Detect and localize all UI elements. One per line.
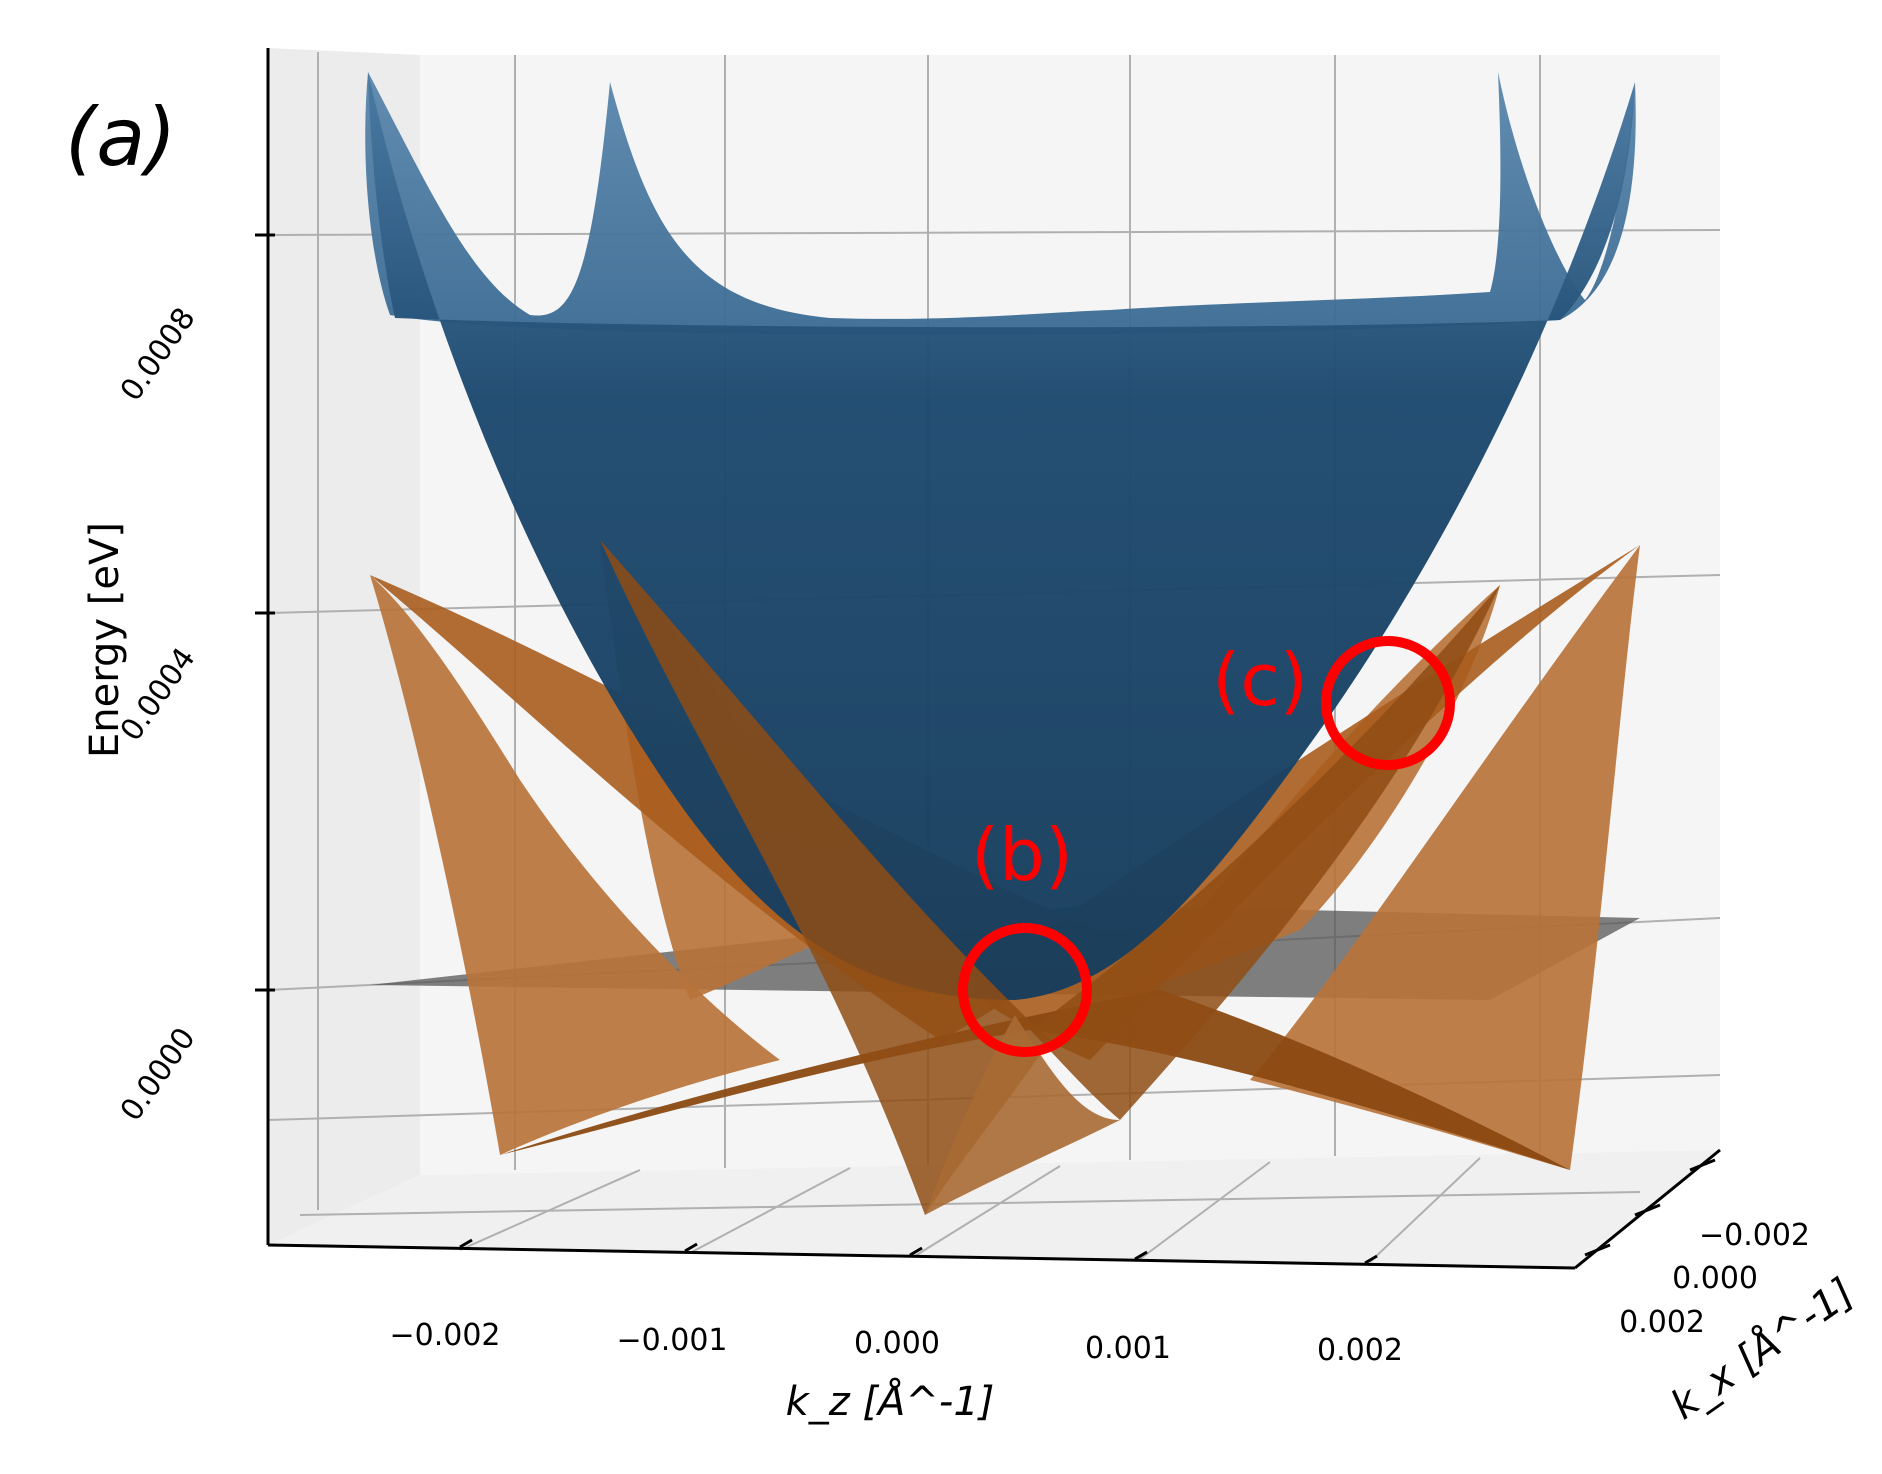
upper-band-surface bbox=[368, 72, 1635, 1000]
x-tick-label: 0.001 bbox=[1085, 1331, 1171, 1366]
floor-pane bbox=[268, 1150, 1720, 1268]
y-tick-label: −0.002 bbox=[1699, 1218, 1810, 1253]
z-axis-ticks bbox=[255, 233, 275, 992]
lower-band-front bbox=[370, 540, 1640, 1215]
y-tick-label: 0.002 bbox=[1619, 1305, 1705, 1340]
marker-b-circle bbox=[958, 923, 1092, 1057]
x-axis-ticks bbox=[459, 1238, 1378, 1265]
x-tick-label: −0.001 bbox=[616, 1323, 727, 1358]
y-axis-ticks bbox=[1584, 1158, 1716, 1257]
x-tick-label: 0.002 bbox=[1317, 1333, 1403, 1368]
z-tick-label: 0.0000 bbox=[114, 1022, 203, 1128]
x-tick-label: 0.000 bbox=[854, 1326, 940, 1361]
z-tick-label: 0.0008 bbox=[114, 302, 203, 408]
panel-label: (a) bbox=[65, 91, 176, 184]
x-axis-label: k_z [Å^-1] bbox=[786, 1377, 995, 1425]
marker-c-circle bbox=[1321, 636, 1455, 770]
upper-band-back-rim bbox=[365, 72, 1636, 335]
marker-c-label: (c) bbox=[1212, 638, 1308, 722]
x-tick-label: −0.002 bbox=[389, 1318, 500, 1353]
z-axis-label: Energy [eV] bbox=[82, 522, 128, 758]
marker-b-label: (b) bbox=[971, 813, 1073, 897]
y-tick-label: 0.000 bbox=[1672, 1261, 1758, 1296]
left-pane bbox=[268, 48, 420, 1245]
